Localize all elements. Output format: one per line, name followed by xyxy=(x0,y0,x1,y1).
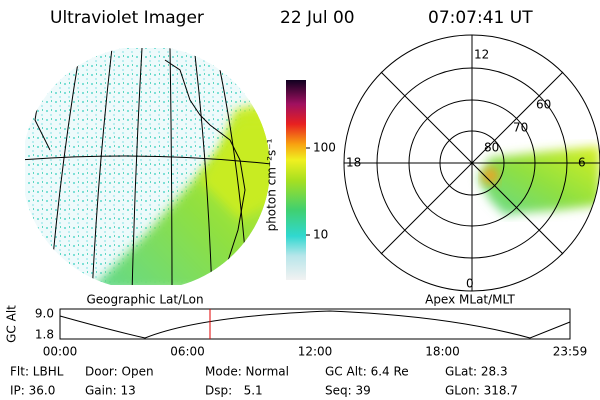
orbit-ytick: 9.0 xyxy=(35,307,54,321)
info-field: Mode: Normal xyxy=(205,365,289,379)
colorbar xyxy=(286,80,306,280)
orbit-frame xyxy=(59,308,571,340)
title: Ultraviolet Imager xyxy=(50,8,204,28)
date: 22 Jul 00 xyxy=(280,8,355,28)
info-field: GLat: 28.3 xyxy=(445,365,508,379)
orbit-curve xyxy=(59,310,571,339)
info-field: IP: 36.0 xyxy=(10,384,55,398)
lat-label: 60 xyxy=(536,98,551,112)
orbit-xtick: 23:59 xyxy=(553,345,588,359)
info-field: Seq: 39 xyxy=(325,384,371,398)
mlt-label: 18 xyxy=(346,156,361,170)
mlt-label: 6 xyxy=(578,156,586,170)
mlt-label: 12 xyxy=(474,48,489,62)
lat-label: 80 xyxy=(484,141,499,155)
right-caption: Apex MLat/MLT xyxy=(425,293,515,307)
colorbar-label: photon cm⁻²s⁻¹ xyxy=(265,138,279,231)
orbit-xtick: 00:00 xyxy=(43,345,78,359)
orbit-ytick: 1.8 xyxy=(35,328,54,342)
orbit-xtick: 12:00 xyxy=(298,345,333,359)
orbit-xtick: 06:00 xyxy=(170,345,205,359)
info-field: Door: Open xyxy=(85,365,154,379)
info-field: GLon: 318.7 xyxy=(445,384,518,398)
time: 07:07:41 UT xyxy=(428,8,533,28)
info-field: Gain: 13 xyxy=(85,384,136,398)
geographic-image xyxy=(25,48,270,285)
mlt-label: 0 xyxy=(466,277,474,291)
orbit-ylabel: GC Alt xyxy=(5,305,19,343)
left-caption: Geographic Lat/Lon xyxy=(86,293,203,307)
colorbar-tick-label: 10 xyxy=(313,228,328,242)
info-field: GC Alt: 6.4 Re xyxy=(325,365,409,379)
colorbar-tick-label: 100 xyxy=(313,141,336,155)
info-field: Dsp: 5.1 xyxy=(205,384,263,398)
lat-label: 70 xyxy=(513,121,528,135)
polar-plot xyxy=(343,34,600,292)
info-field: Flt: LBHL xyxy=(10,365,64,379)
orbit-xtick: 18:00 xyxy=(425,345,460,359)
